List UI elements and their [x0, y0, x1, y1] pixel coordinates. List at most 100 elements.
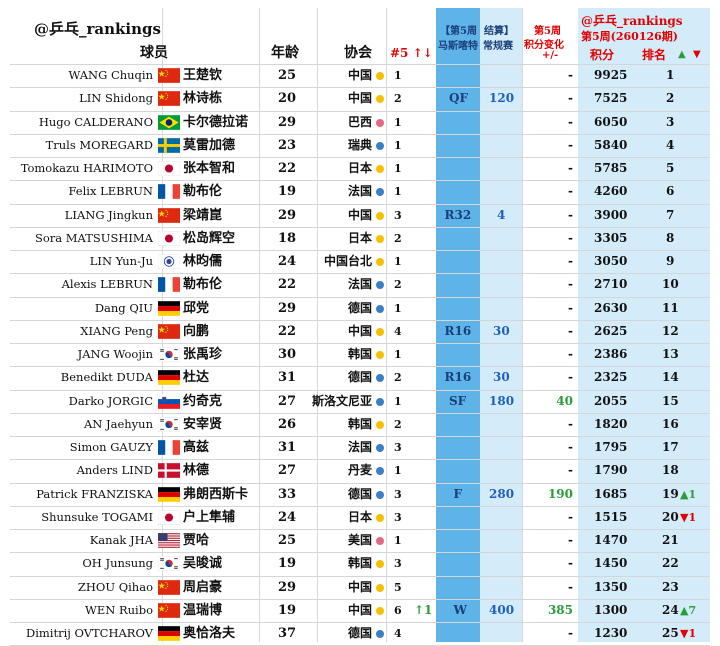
player-count: 2 — [394, 92, 402, 106]
player-association: 韩国 — [347, 347, 372, 361]
player-name-en: Tomokazu HARIMOTO — [20, 161, 153, 175]
player-count: 3 — [394, 441, 402, 454]
usa-flag — [158, 533, 180, 548]
col-result-name: 常规赛 — [483, 41, 513, 52]
ranking-position: 1 — [666, 68, 675, 82]
player-count: 6 — [394, 603, 402, 617]
korea-flag — [158, 556, 180, 572]
result-points: 4 — [497, 207, 506, 222]
points-change: - — [568, 114, 573, 129]
row-divider — [10, 343, 710, 344]
col-player-header: 球员 — [140, 45, 168, 61]
player-age: 24 — [278, 509, 297, 525]
col-change-line3: +/- — [542, 50, 559, 61]
player-association: 中国 — [347, 602, 372, 617]
col-trend-header: #5 ↑↓ — [390, 46, 433, 60]
event-round: F — [453, 486, 463, 501]
ranking-table: @乒乓_rankings 球员 年龄 协会 #5 ↑↓ 【第5周 马斯喀特 结算… — [10, 8, 710, 646]
player-name-en: Hugo CALDERANO — [38, 114, 153, 129]
ranking-points: 9925 — [594, 68, 628, 82]
ranking-position: 6 — [666, 184, 675, 199]
table-row: Darko JORGIC 约奇克 27 斯洛文尼亚 1 SF 180 40 2055 15 — [10, 389, 710, 413]
points-change: 385 — [547, 602, 573, 617]
ranking-points: 2630 — [594, 300, 628, 315]
association-dot — [376, 397, 384, 406]
row-divider — [10, 482, 710, 484]
player-name-zh: 王楚钦 — [183, 68, 223, 83]
row-divider — [10, 296, 710, 298]
event-band — [436, 8, 480, 642]
france-flag — [158, 277, 180, 293]
points-change: - — [568, 463, 573, 478]
japan-flag — [158, 509, 180, 525]
column-divider — [522, 8, 523, 642]
germany-flag — [158, 486, 180, 502]
col-result-line1: 结算】 — [484, 26, 514, 37]
table-row: Kanak JHA 贾哈 25 美国 1 - 1470 21 — [10, 529, 710, 552]
player-age: 27 — [278, 463, 297, 479]
player-count: 1 — [394, 464, 402, 478]
association-dot — [376, 444, 384, 452]
row-divider — [10, 64, 710, 65]
points-change: - — [568, 416, 573, 431]
association-dot — [376, 95, 384, 104]
table-row: Patrick FRANZISKA 弗朗西斯卡 33 德国 3 F 280 190 1685 19… — [10, 482, 710, 506]
ranking-position: 21 — [662, 533, 679, 547]
ranking-points: 1685 — [594, 486, 628, 501]
col-rank-brand: @乒乓_rankings — [581, 14, 683, 28]
player-age: 33 — [278, 486, 297, 502]
player-name-en: WEN Ruibo — [85, 602, 153, 617]
rank-up-icon: ▲1 — [680, 487, 697, 501]
table-row: Hugo CALDERANO 卡尔德拉诺 29 巴西 1 - 6050 3 — [10, 110, 710, 134]
points-change: - — [568, 347, 573, 361]
ranking-position: 19 — [662, 486, 679, 501]
row-divider — [10, 226, 710, 228]
association-dot — [376, 467, 384, 476]
sweden-flag — [158, 137, 180, 153]
player-name-zh: 松岛辉空 — [183, 230, 236, 246]
player-count: 2 — [394, 417, 402, 431]
player-association: 巴西 — [347, 114, 372, 129]
ranking-points: 6050 — [594, 114, 628, 129]
player-name-en: Alexis LEBRUN — [61, 277, 153, 292]
player-age: 29 — [278, 579, 297, 595]
table-row: JANG Woojin 张禹珍 30 韩国 1 - 2386 13 — [10, 343, 710, 366]
association-dot — [376, 188, 384, 197]
ranking-position: 12 — [662, 323, 679, 338]
korea-flag — [158, 347, 180, 362]
association-dot — [376, 211, 384, 220]
player-name-zh: 卡尔德拉诺 — [183, 114, 249, 130]
player-name-zh: 张本智和 — [183, 161, 236, 176]
player-age: 29 — [278, 300, 297, 316]
player-name-en: JANG Woojin — [77, 347, 153, 361]
player-age: 25 — [278, 68, 297, 83]
event-round: R32 — [444, 207, 472, 222]
col-age-header: 年龄 — [271, 45, 299, 61]
player-count: 1 — [394, 115, 402, 129]
germany-flag — [158, 300, 180, 316]
col-event-line1: 【第5周 — [440, 26, 477, 37]
player-age: 27 — [278, 393, 297, 409]
row-divider — [10, 250, 710, 251]
player-age: 29 — [278, 114, 297, 130]
ranking-points: 4260 — [594, 184, 628, 199]
event-round: W — [453, 602, 467, 617]
row-divider — [10, 366, 710, 368]
ranking-points: 2710 — [594, 277, 628, 292]
player-name-zh: 向鹏 — [183, 323, 210, 339]
ranking-points: 1230 — [594, 626, 628, 640]
player-name-en: LIANG Jingkun — [64, 207, 153, 222]
brand-title: @乒乓_rankings — [34, 20, 161, 38]
player-name-zh: 弗朗西斯卡 — [183, 486, 249, 502]
ranking-points: 2055 — [594, 393, 628, 408]
ranking-position: 10 — [662, 277, 679, 292]
ranking-points: 7525 — [594, 91, 628, 106]
table-row: LIANG Jingkun 梁靖崑 29 中国 3 R32 4 - 3900 7 — [10, 203, 710, 227]
result-band — [480, 8, 522, 642]
association-dot — [376, 165, 384, 173]
player-association: 瑞典 — [347, 137, 372, 152]
player-age: 31 — [278, 440, 297, 455]
ranking-points: 1300 — [594, 602, 628, 617]
points-band — [578, 8, 710, 642]
player-association: 中国 — [347, 91, 372, 106]
